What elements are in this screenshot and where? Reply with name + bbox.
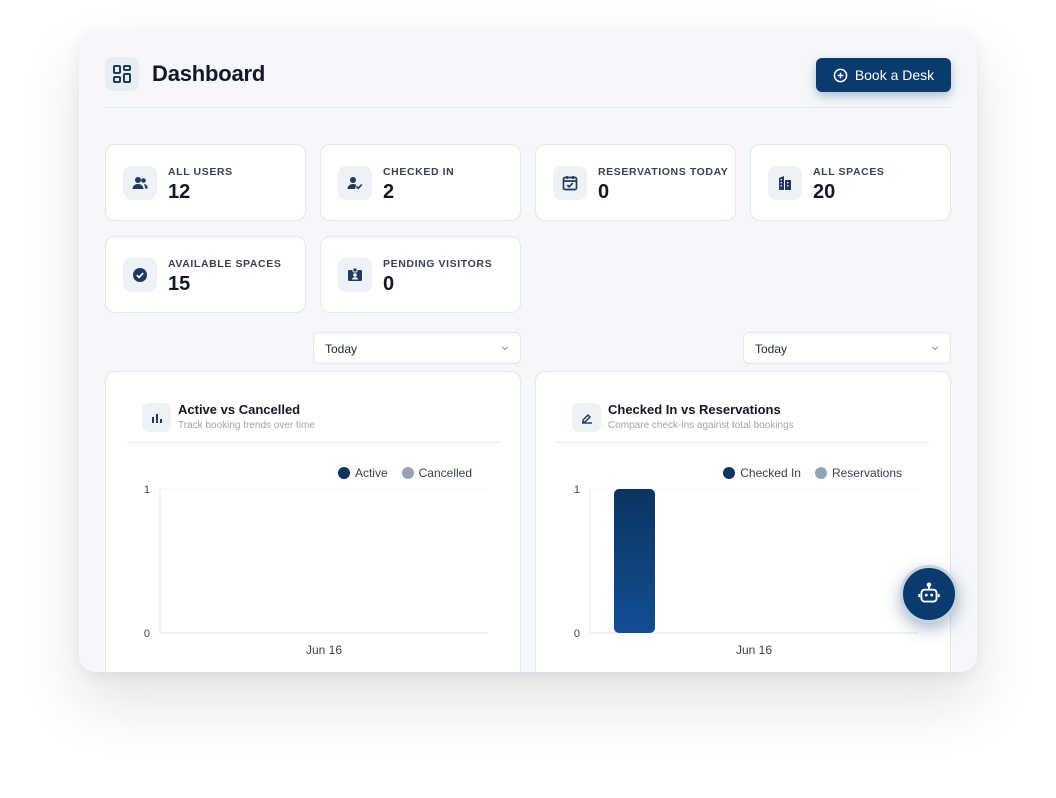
- stat-card-available-spaces[interactable]: AVAILABLE SPACES 15: [105, 236, 306, 313]
- stat-card-checked-in[interactable]: CHECKED IN 2: [320, 144, 521, 221]
- dashboard-window: Dashboard Book a Desk ALL USERS 12 CHECK…: [79, 30, 977, 672]
- page-title: Dashboard: [152, 61, 266, 86]
- x-tick-label: Jun 16: [736, 643, 772, 657]
- stat-value: 0: [383, 273, 395, 295]
- dashboard-icon: [105, 57, 139, 91]
- chart1-range-select[interactable]: Today: [313, 332, 521, 364]
- legend-label: Active: [354, 466, 388, 480]
- select-value: Today: [755, 342, 788, 356]
- y-tick-label: 1: [144, 484, 150, 496]
- stat-card-pending-visitors[interactable]: PENDING VISITORS 0: [320, 236, 521, 313]
- y-tick-label: 1: [574, 484, 580, 496]
- legend-label: Cancelled: [418, 466, 472, 480]
- plus-circle-icon: [833, 68, 848, 82]
- calendar-check-icon: [553, 166, 587, 200]
- legend-swatch: [814, 467, 827, 479]
- legend-item-active[interactable]: Active: [337, 466, 388, 480]
- signature-icon: [572, 403, 601, 432]
- users-icon: [123, 166, 157, 200]
- chart-plot-checkin-reservations: 0 1 Jun 16: [574, 484, 918, 657]
- chart-card-active-cancelled: Active vs Cancelled Track booking trends…: [105, 371, 521, 672]
- book-desk-label: Book a Desk: [854, 67, 935, 83]
- chart-title: Checked In vs Reservations: [608, 402, 781, 417]
- check-circle-icon: [123, 258, 157, 292]
- chart-subtitle: Compare check-ins against total bookings: [608, 420, 794, 431]
- stat-label: AVAILABLE SPACES: [168, 258, 282, 270]
- stat-label: CHECKED IN: [383, 166, 455, 178]
- y-tick-label: 0: [144, 628, 150, 640]
- legend-item-checked-in[interactable]: Checked In: [723, 466, 801, 480]
- legend-item-reservations[interactable]: Reservations: [814, 466, 902, 480]
- bar-chart-icon: [142, 403, 171, 432]
- chart-legend[interactable]: Checked In Reservations: [723, 466, 902, 480]
- chart-plot-active-cancelled: 0 1 Jun 16: [144, 484, 488, 657]
- stat-value: 2: [383, 181, 395, 203]
- legend-swatch: [401, 467, 414, 479]
- stat-label: ALL USERS: [168, 166, 233, 178]
- id-badge-icon: [338, 258, 372, 292]
- stat-value: 20: [813, 181, 836, 203]
- stat-value: 15: [168, 273, 191, 295]
- chart2-range-select[interactable]: Today: [743, 332, 951, 364]
- chart-legend[interactable]: Active Cancelled: [337, 466, 472, 480]
- stat-label: ALL SPACES: [813, 166, 885, 178]
- assistant-bot-button[interactable]: [900, 565, 958, 623]
- legend-label: Checked In: [740, 466, 801, 480]
- legend-swatch: [337, 467, 350, 479]
- stat-label: RESERVATIONS TODAY: [598, 166, 729, 178]
- building-icon: [768, 166, 802, 200]
- chevron-down-icon: [932, 346, 938, 351]
- legend-item-cancelled[interactable]: Cancelled: [401, 466, 472, 480]
- legend-label: Reservations: [831, 466, 902, 480]
- divider: [127, 442, 499, 443]
- bar-checked-in: [614, 489, 655, 633]
- stat-card-all-spaces[interactable]: ALL SPACES 20: [750, 144, 951, 221]
- stat-card-reservations-today[interactable]: RESERVATIONS TODAY 0: [535, 144, 736, 221]
- divider: [557, 442, 929, 443]
- chevron-down-icon: [502, 346, 508, 351]
- user-check-icon: [338, 166, 372, 200]
- chart-subtitle: Track booking trends over time: [178, 420, 315, 431]
- select-value: Today: [325, 342, 358, 356]
- stat-card-all-users[interactable]: ALL USERS 12: [105, 144, 306, 221]
- y-tick-label: 0: [574, 628, 580, 640]
- chart-title: Active vs Cancelled: [178, 402, 301, 417]
- stat-value: 0: [598, 181, 610, 203]
- chart-card-checkin-reservations: Checked In vs Reservations Compare check…: [535, 371, 951, 672]
- stat-label: PENDING VISITORS: [383, 258, 493, 270]
- stat-value: 12: [168, 181, 191, 203]
- page-header: Dashboard Book a Desk: [105, 56, 951, 108]
- robot-icon: [918, 582, 940, 603]
- x-tick-label: Jun 16: [306, 643, 342, 657]
- book-desk-button[interactable]: Book a Desk: [816, 58, 951, 92]
- legend-swatch: [723, 467, 736, 479]
